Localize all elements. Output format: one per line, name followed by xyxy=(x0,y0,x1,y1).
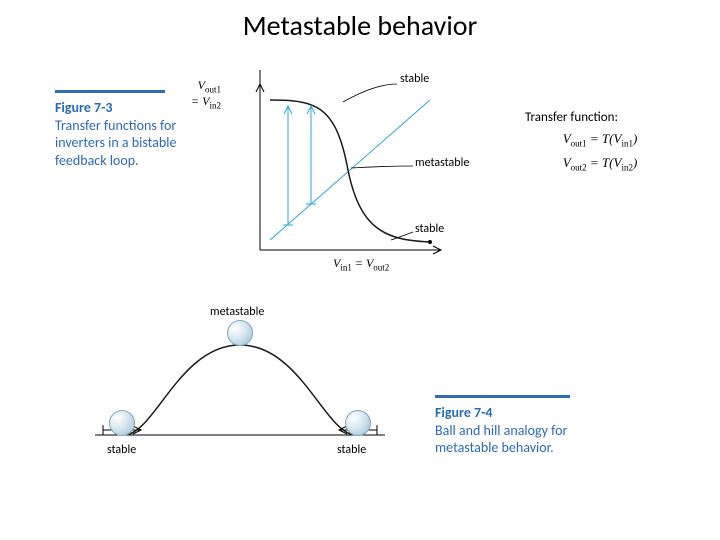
label-metastable: metastable xyxy=(210,305,264,319)
transfer-eq-1: Vout1 = T(Vin1) xyxy=(525,131,675,149)
stable-bottom-dot xyxy=(428,240,432,244)
figure-7-4-rule xyxy=(435,395,570,398)
figure-7-3-text: Transfer functions for inverters in a bi… xyxy=(55,117,176,169)
figure-7-3-number: Figure 7-3 xyxy=(55,99,113,116)
figure-7-4-caption: Figure 7-4 Ball and hill analogy for met… xyxy=(435,395,615,457)
hill-curve xyxy=(125,345,355,435)
label-stable-left: stable xyxy=(107,443,136,457)
y-axis-label: Vout1 = Vin2 xyxy=(191,78,221,111)
figure-7-3-graph: Vout1 = Vin2 Vin1 = Vout2 xyxy=(225,70,485,280)
ball-left xyxy=(109,410,135,436)
arrow-2 xyxy=(306,106,316,204)
diagonal-line xyxy=(270,100,430,240)
ball-top xyxy=(227,320,253,346)
graph-svg xyxy=(225,70,485,280)
transfer-function: Transfer function: Vout1 = T(Vin1) Vout2… xyxy=(525,110,675,172)
callout-stable-top: stable xyxy=(400,72,429,86)
leader-metastable xyxy=(351,166,413,168)
label-stable-right: stable xyxy=(337,443,366,457)
arrow-1 xyxy=(283,106,293,225)
callout-metastable: metastable xyxy=(415,156,469,170)
figure-7-3-rule xyxy=(55,90,165,93)
page-title: Metastable behavior xyxy=(0,8,720,43)
figure-7-4-text: Ball and hill analogy for metastable beh… xyxy=(435,422,567,457)
leader-stable-top xyxy=(343,84,397,102)
figure-7-4-number: Figure 7-4 xyxy=(435,404,493,421)
callout-stable-bot: stable xyxy=(415,222,444,236)
figure-7-4-diagram: metastable stable stable xyxy=(95,315,385,475)
ball-right xyxy=(345,410,371,436)
transfer-eq-2: Vout2 = T(Vin2) xyxy=(525,155,675,173)
x-axis-label: Vin1 = Vout2 xyxy=(333,256,389,272)
transfer-function-heading: Transfer function: xyxy=(525,110,675,125)
